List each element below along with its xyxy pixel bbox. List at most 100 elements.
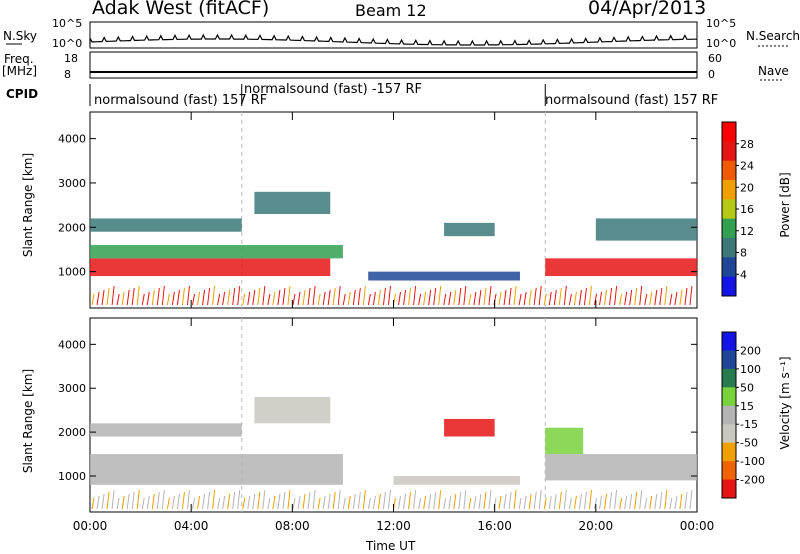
power-ground-scatter-14	[161, 285, 165, 306]
power-ground-scatter-71	[448, 291, 452, 306]
power-colorbar-seg-8	[722, 276, 736, 297]
velocity-ytick-label-3: 4000	[58, 338, 86, 351]
power-ground-scatter-48	[332, 287, 336, 306]
velocity-ground-scatter-92	[553, 493, 557, 510]
velocity-ground-scatter-6	[121, 495, 125, 510]
power-ground-scatter-109	[639, 285, 643, 306]
velocity-ytick-label-2: 3000	[58, 382, 86, 395]
velocity-ground-scatter-5	[116, 497, 120, 510]
velocity-ground-scatter-96	[573, 495, 577, 510]
velocity-ground-scatter-7	[126, 493, 130, 510]
power-ground-scatter-64	[413, 285, 417, 306]
velocity-ground-scatter-24	[212, 489, 216, 510]
velocity-cb-ticklabel-4: -15	[740, 418, 758, 431]
power-ground-scatter-33	[257, 287, 261, 306]
velocity-ground-scatter-72	[453, 493, 457, 510]
velocity-ground-scatter-41	[297, 495, 301, 510]
power-ground-scatter-72	[453, 289, 457, 306]
date-title: 04/Apr/2013	[588, 0, 707, 19]
power-ground-scatter-24	[212, 285, 216, 306]
velocity-ground-scatter-74	[463, 489, 467, 510]
power-ground-scatter-104	[614, 285, 618, 306]
power-ground-scatter-54	[362, 285, 366, 306]
velocity-ground-scatter-54	[362, 489, 366, 510]
velocity-ground-scatter-0	[91, 497, 95, 510]
velocity-ground-scatter-117	[679, 493, 683, 510]
power-ground-scatter-38	[282, 287, 286, 306]
velocity-ground-scatter-12	[151, 493, 155, 510]
freq-tick-top: 18	[64, 52, 78, 65]
velocity-ground-scatter-103	[609, 491, 613, 510]
power-ground-scatter-10	[141, 293, 145, 306]
power-colorbar-seg-6	[722, 238, 736, 258]
freq-tick-bottom: 8	[64, 68, 71, 81]
power-ground-scatter-70	[443, 293, 447, 306]
power-ground-scatter-77	[478, 289, 482, 306]
xtick-label-6: 00:00	[680, 519, 715, 533]
velocity-ground-scatter-46	[322, 495, 326, 510]
velocity-ground-scatter-105	[619, 497, 623, 510]
power-ground-scatter-40	[292, 293, 296, 306]
power-cb-ticklabel-6: 28	[740, 138, 754, 151]
power-ground-scatter-23	[207, 287, 211, 306]
power-ground-scatter-11	[146, 291, 150, 306]
velocity-ground-scatter-113	[659, 491, 663, 510]
velocity-cb-ticklabel-2: 50	[740, 381, 754, 394]
velocity-ground-scatter-91	[548, 495, 552, 510]
power-ground-scatter-98	[583, 287, 587, 306]
velocity-colorbar-seg-1	[722, 350, 736, 370]
velocity-ground-scatter-97	[578, 493, 582, 510]
velocity-ground-scatter-109	[639, 489, 643, 510]
velocity-ground-scatter-33	[257, 491, 261, 510]
power-band-3	[90, 218, 242, 232]
velocity-ground-scatter-38	[282, 491, 286, 510]
velocity-ground-scatter-44	[312, 489, 316, 510]
power-ytick-label-1: 2000	[58, 221, 86, 234]
velocity-ground-scatter-10	[141, 497, 145, 510]
noise-tick-top-left: 10^5	[52, 17, 83, 30]
velocity-ground-scatter-99	[588, 489, 592, 510]
velocity-ground-scatter-86	[523, 495, 527, 510]
power-ground-scatter-116	[674, 291, 678, 306]
velocity-ground-scatter-59	[387, 489, 391, 510]
power-ground-scatter-16	[171, 291, 175, 306]
velocity-band-2	[90, 423, 242, 437]
power-ground-scatter-112	[654, 289, 658, 306]
velocity-ground-scatter-37	[277, 493, 281, 510]
power-ground-scatter-83	[508, 287, 512, 306]
velocity-colorbar-seg-0	[722, 332, 736, 351]
velocity-ground-scatter-4	[111, 489, 115, 510]
power-cb-ticklabel-2: 12	[740, 225, 754, 238]
velocity-ground-scatter-21	[197, 495, 201, 510]
velocity-ground-scatter-108	[634, 491, 638, 510]
velocity-ground-scatter-89	[538, 489, 542, 510]
power-cb-ticklabel-5: 24	[740, 160, 754, 173]
power-ground-scatter-55	[367, 293, 371, 306]
power-ground-scatter-81	[498, 291, 502, 306]
power-ground-scatter-92	[553, 289, 557, 306]
velocity-ground-scatter-20	[192, 497, 195, 510]
power-ground-scatter-89	[538, 285, 542, 306]
xtick-label-0: 00:00	[73, 519, 108, 533]
site-title: Adak West (fitACF)	[92, 0, 270, 19]
power-ground-scatter-46	[322, 291, 326, 306]
velocity-ground-scatter-30	[242, 497, 246, 510]
velocity-ground-scatter-19	[186, 489, 190, 510]
velocity-ground-scatter-118	[684, 491, 688, 510]
freq-panel-frame	[89, 51, 698, 79]
power-ground-scatter-73	[458, 287, 462, 306]
xtick-label-4: 16:00	[477, 519, 512, 533]
velocity-ground-scatter-84	[513, 489, 517, 510]
velocity-ground-scatter-13	[156, 491, 160, 510]
cpid-segment-1: normalsound (fast) 157 RF	[94, 93, 268, 108]
power-ground-scatter-25	[217, 293, 221, 306]
power-ground-scatter-44	[312, 285, 316, 306]
freq-label: Freq.	[4, 52, 34, 66]
velocity-ground-scatter-102	[604, 493, 608, 510]
power-ground-scatter-69	[438, 285, 442, 306]
velocity-ground-scatter-111	[649, 495, 653, 510]
power-ground-scatter-31	[247, 291, 251, 306]
cpid-label: CPID	[6, 87, 39, 101]
power-ground-scatter-2	[101, 289, 105, 306]
